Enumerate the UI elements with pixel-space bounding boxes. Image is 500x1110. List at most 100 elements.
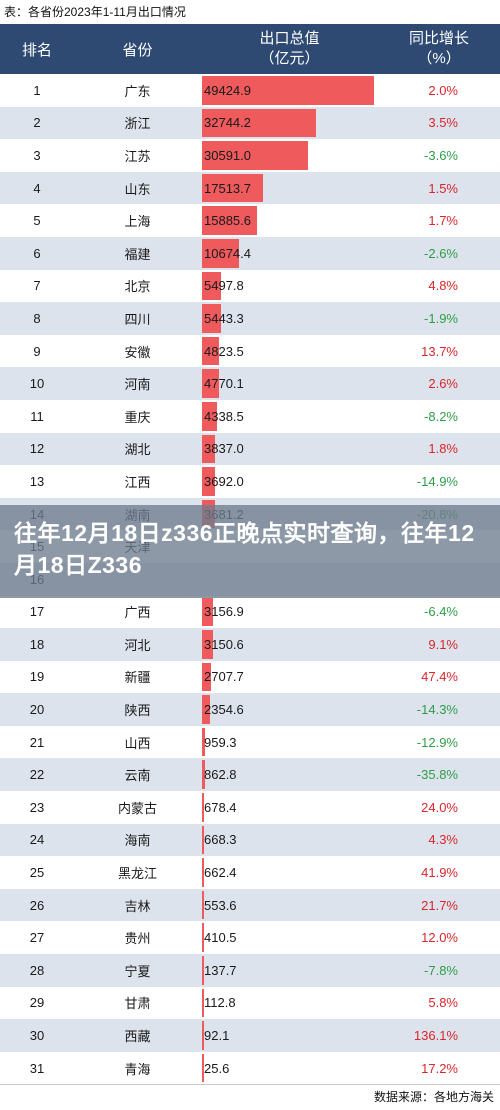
- row-value-cell: 4770.1: [201, 367, 378, 400]
- row-growth: -8.2%: [424, 408, 458, 424]
- data-source: 数据来源：各地方海关: [373, 1090, 494, 1104]
- table-row: 23 内蒙古 678.4 24.0%: [0, 791, 500, 824]
- overlay-banner[interactable]: 往年12月18日z336正晚点实时查询，往年12月18日Z336: [0, 505, 500, 598]
- row-province: 云南: [124, 768, 151, 784]
- header-province: 省份: [122, 41, 153, 59]
- export-value-bar: [202, 1021, 204, 1050]
- export-value-label: 137.7: [204, 962, 237, 978]
- export-value-label: 25.6: [204, 1060, 230, 1076]
- row-rank: 7: [33, 278, 41, 294]
- export-value-label: 4823.5: [204, 343, 244, 359]
- row-growth: 4.8%: [428, 278, 458, 294]
- row-value-cell: 959.3: [201, 726, 378, 759]
- export-value-label: 32744.2: [204, 115, 251, 131]
- table-row: 17 广西 3156.9 -6.4%: [0, 596, 500, 629]
- table-row: 26 吉林 553.6 21.7%: [0, 888, 500, 922]
- export-value-label: 862.8: [204, 767, 237, 783]
- export-value-label: 553.6: [204, 897, 237, 913]
- table-row: 8 四川 5443.3 -1.9%: [0, 302, 500, 335]
- export-value-label: 678.4: [204, 799, 237, 815]
- table-row: 28 宁夏 137.7 -7.8%: [0, 954, 500, 987]
- row-value-cell: 2707.7: [201, 661, 378, 694]
- export-value-bar: [202, 695, 211, 724]
- row-value-cell: 10674.4: [201, 237, 378, 270]
- export-value-bar: [202, 825, 205, 855]
- table-row: 10 河南 4770.1 2.6%: [0, 367, 500, 400]
- export-value-label: 410.5: [204, 930, 237, 946]
- row-province: 贵州: [124, 931, 151, 947]
- row-growth: -6.4%: [424, 604, 458, 620]
- row-growth: -14.3%: [416, 702, 458, 718]
- row-growth: 3.5%: [428, 115, 458, 131]
- export-value-label: 3837.0: [204, 441, 244, 457]
- row-province: 广西: [124, 605, 151, 621]
- row-province: 吉林: [124, 898, 151, 914]
- row-growth: 2.6%: [428, 376, 458, 392]
- export-value-label: 5443.3: [204, 310, 244, 326]
- row-growth: 1.5%: [428, 180, 458, 196]
- table-row: 11 重庆 4338.5 -8.2%: [0, 400, 500, 433]
- row-value-cell: 3837.0: [201, 433, 378, 466]
- row-province: 福建: [124, 246, 151, 262]
- row-rank: 30: [29, 1028, 45, 1044]
- export-value-bar: [202, 923, 204, 953]
- header-value: 出口总值 （亿元）: [201, 29, 378, 69]
- row-province: 山西: [124, 735, 151, 751]
- export-value-bar: [202, 238, 240, 268]
- row-growth: 12.0%: [421, 930, 458, 946]
- export-value-label: 2707.7: [204, 669, 244, 685]
- row-growth: 21.7%: [421, 897, 458, 913]
- export-value-bar: [202, 336, 219, 366]
- row-value-cell: 668.3: [201, 824, 378, 857]
- row-growth: 13.7%: [421, 343, 458, 359]
- row-growth: 1.7%: [428, 213, 458, 229]
- row-growth: 41.9%: [421, 865, 458, 881]
- footer-divider: [0, 1084, 500, 1085]
- table-row: 27 贵州 410.5 12.0%: [0, 921, 500, 954]
- row-province: 新疆: [124, 670, 151, 686]
- row-growth: -1.9%: [424, 310, 458, 326]
- row-growth: 9.1%: [428, 636, 458, 652]
- export-value-label: 668.3: [204, 832, 237, 848]
- row-province: 黑龙江: [117, 866, 157, 882]
- export-value-bar: [202, 141, 309, 170]
- row-province: 四川: [124, 311, 151, 327]
- export-value-bar: [202, 271, 222, 301]
- header-value-unit: （亿元）: [259, 50, 320, 67]
- table-row: 22 云南 862.8 -35.8%: [0, 758, 500, 792]
- row-value-cell: 2354.6: [201, 693, 378, 726]
- export-value-label: 662.4: [204, 865, 237, 881]
- row-rank: 3: [33, 147, 41, 163]
- row-growth: -2.6%: [424, 245, 458, 261]
- row-rank: 23: [29, 799, 45, 815]
- export-value-label: 3692.0: [204, 473, 244, 489]
- export-value-bar: [202, 304, 221, 333]
- row-value-cell: 30591.0: [201, 139, 378, 172]
- table-row: 13 江西 3692.0 -14.9%: [0, 465, 500, 498]
- row-growth: -3.6%: [424, 147, 458, 163]
- header-rank: 排名: [21, 41, 52, 59]
- export-value-bar: [202, 434, 216, 464]
- row-province: 西藏: [124, 1029, 151, 1045]
- row-rank: 13: [29, 473, 45, 489]
- row-province: 宁夏: [124, 963, 151, 979]
- table-caption: 表：各省份2023年1-11月出口情况: [4, 5, 186, 19]
- row-value-cell: 137.7: [201, 954, 378, 987]
- row-rank: 11: [30, 408, 44, 424]
- row-value-cell: 15885.6: [201, 204, 378, 237]
- table-row: 31 青海 25.6 17.2%: [0, 1052, 500, 1085]
- row-province: 江苏: [124, 148, 151, 164]
- export-value-label: 2354.6: [204, 702, 244, 718]
- row-rank: 12: [29, 441, 45, 457]
- header-growth-title: 同比增长: [408, 30, 469, 47]
- export-value-bar: [202, 956, 204, 985]
- export-value-bar: [202, 727, 206, 757]
- table-row: 29 甘肃 112.8 5.8%: [0, 987, 500, 1020]
- row-rank: 28: [29, 962, 45, 978]
- export-value-label: 49424.9: [204, 82, 251, 98]
- export-value-label: 17513.7: [204, 180, 251, 196]
- row-growth: 2.0%: [428, 82, 458, 98]
- row-value-cell: 862.8: [201, 758, 378, 791]
- row-growth: 24.0%: [421, 799, 458, 815]
- export-value-bar: [202, 108, 316, 138]
